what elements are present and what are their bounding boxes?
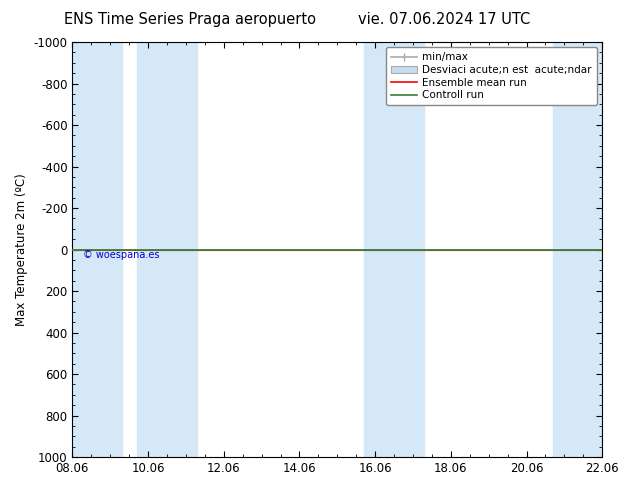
Legend: min/max, Desviaci acute;n est  acute;ndar, Ensemble mean run, Controll run: min/max, Desviaci acute;n est acute;ndar… — [386, 47, 597, 105]
Bar — [137, 42, 197, 457]
Text: © woespana.es: © woespana.es — [83, 250, 160, 260]
Text: ENS Time Series Praga aeropuerto: ENS Time Series Praga aeropuerto — [64, 12, 316, 27]
Bar — [72, 42, 122, 457]
Y-axis label: Max Temperature 2m (ºC): Max Temperature 2m (ºC) — [15, 173, 28, 326]
Bar — [364, 42, 424, 457]
Bar — [553, 42, 602, 457]
Text: vie. 07.06.2024 17 UTC: vie. 07.06.2024 17 UTC — [358, 12, 530, 27]
